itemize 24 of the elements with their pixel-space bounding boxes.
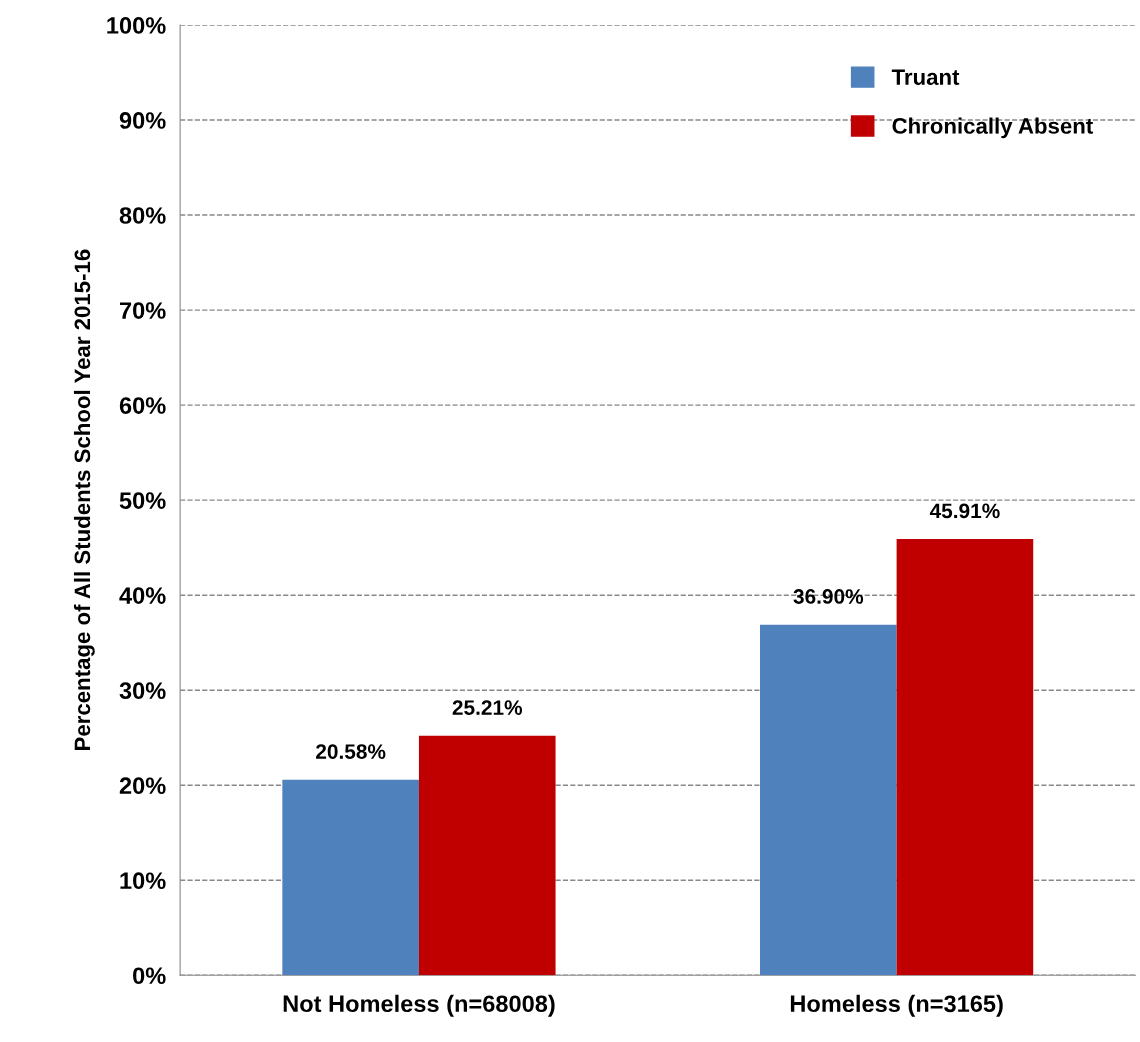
data-label: 36.90% — [793, 589, 864, 604]
y-tick-label: 80% — [119, 207, 166, 224]
bar — [282, 779, 419, 976]
x-tick-label: Not Homeless (n=68008) — [283, 994, 555, 1017]
legend-label: Chronically Absent — [892, 117, 1093, 139]
y-tick-label: 20% — [119, 777, 166, 795]
bar — [760, 624, 897, 976]
data-label: 20.58% — [316, 744, 386, 759]
y-tick-label: 100% — [107, 17, 166, 34]
data-label: 45.91% — [929, 503, 1000, 519]
y-tick-label: 10% — [120, 872, 166, 890]
x-tick-label: Homeless (n=3165) — [790, 994, 1003, 1017]
legend-label: Truant — [891, 69, 960, 85]
y-tick-label: 40% — [119, 587, 166, 604]
bar — [418, 735, 556, 976]
data-label: 25.21% — [452, 700, 523, 715]
y-tick-label: 30% — [119, 682, 166, 700]
y-tick-label: 70% — [119, 302, 166, 319]
y-tick-label: 50% — [119, 492, 166, 509]
y-tick-label: 90% — [119, 112, 166, 129]
bar — [896, 539, 1034, 976]
y-axis-title: Percentage of All Students School Year 2015-16 — [73, 249, 95, 750]
y-tick-label: 0% — [133, 967, 166, 985]
y-tick-label: 60% — [119, 397, 166, 414]
